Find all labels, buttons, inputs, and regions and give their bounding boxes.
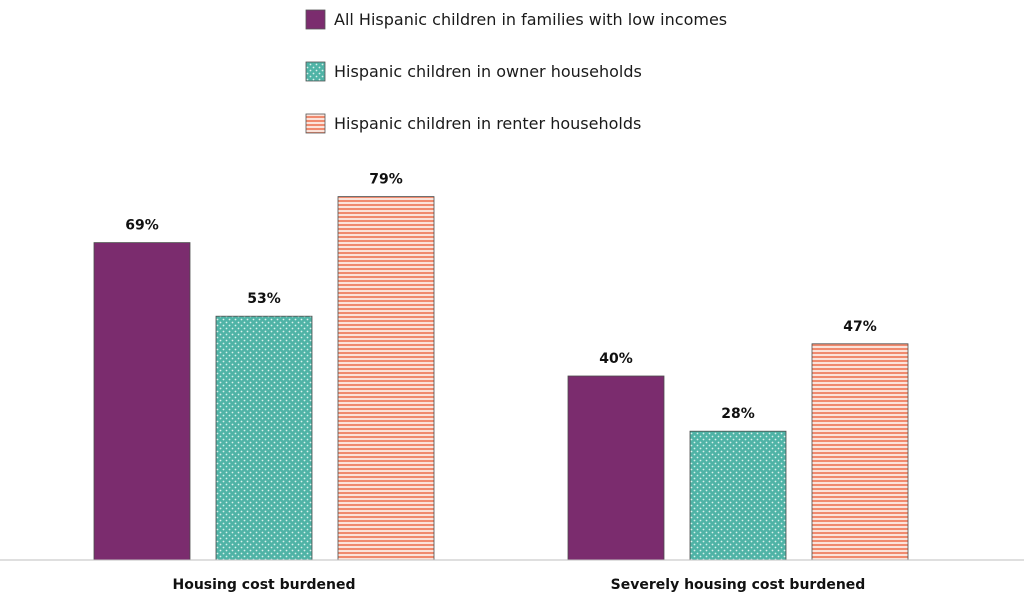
category-label-1: Housing cost burdened xyxy=(172,577,355,593)
legend-label-1: All Hispanic children in families with l… xyxy=(334,10,727,29)
value-label-2-1: 40% xyxy=(599,351,633,367)
value-label-2-3: 47% xyxy=(843,319,877,335)
value-labels-group: 69% 53% 79% 40% 28% 47% xyxy=(125,172,877,423)
category-labels-group: Housing cost burdened Severely housing co… xyxy=(172,577,865,593)
bar-2-2 xyxy=(689,430,787,561)
bar-1-3 xyxy=(337,196,435,561)
legend-label-3: Hispanic children in renter households xyxy=(334,114,641,133)
legend-swatch-2 xyxy=(305,61,326,82)
legend: All Hispanic children in families with l… xyxy=(305,9,727,134)
bars-group xyxy=(93,196,909,561)
category-label-2: Severely housing cost burdened xyxy=(611,577,866,593)
value-label-1-3: 79% xyxy=(369,172,403,188)
legend-swatch-3 xyxy=(305,113,326,134)
legend-label-2: Hispanic children in owner households xyxy=(334,62,642,81)
bar-2-1 xyxy=(567,375,665,561)
value-label-1-1: 69% xyxy=(125,218,159,234)
bar-1-1 xyxy=(93,242,191,561)
bar-2-3 xyxy=(811,343,909,561)
bar-1-2 xyxy=(215,315,313,561)
value-label-2-2: 28% xyxy=(721,406,755,422)
legend-swatch-1 xyxy=(305,9,326,30)
value-label-1-2: 53% xyxy=(247,291,281,307)
